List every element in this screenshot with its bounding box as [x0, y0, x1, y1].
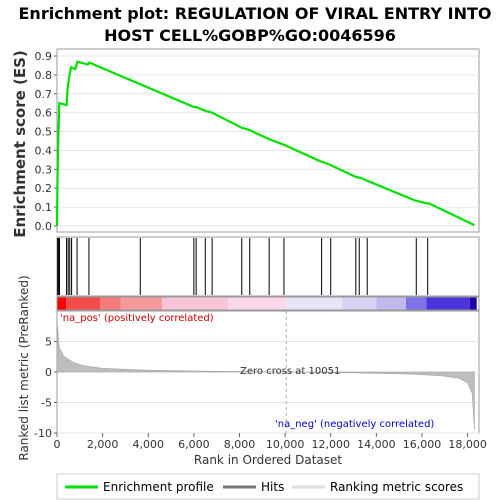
x-tick-label: 0: [54, 438, 61, 451]
color-bar-segment: [469, 297, 477, 310]
metric-tick-label: -10: [34, 427, 52, 440]
color-bar-frame: [56, 296, 480, 311]
color-bar-segment: [161, 297, 229, 310]
es-tick-label: 0.6: [35, 107, 53, 120]
es-tick-label: 0.7: [35, 88, 53, 101]
es-tick-label: 0.2: [35, 182, 53, 195]
color-bar-segment: [426, 297, 470, 310]
x-tick-label: 6,000: [178, 438, 210, 451]
es-y-axis-label: Enrichment score (ES): [11, 50, 29, 238]
metric-tick-label: 5: [45, 336, 52, 349]
rank-color-bar: [56, 296, 480, 311]
chart-title-line2: HOST CELL%GOBP%GO:0046596: [104, 26, 396, 45]
x-tick-label: 8,000: [224, 438, 256, 451]
hits-marks: [57, 238, 429, 295]
metric-y-ticks: 5 0 -5 -10: [34, 336, 57, 440]
es-tick-label: 0.8: [35, 69, 53, 82]
es-gridlines: [57, 55, 479, 227]
x-tick-label: 2,000: [87, 438, 119, 451]
chart-title-line1: Enrichment plot: REGULATION OF VIRAL ENT…: [19, 4, 492, 23]
legend-item-enrichment: Enrichment profile: [103, 480, 214, 494]
legend-item-metric: Ranking metric scores: [330, 480, 463, 494]
x-tick-label: 14,000: [357, 438, 396, 451]
color-bar-segment: [342, 297, 377, 310]
color-bar-segment: [100, 297, 121, 310]
color-bar-segment: [228, 297, 287, 310]
metric-tick-label: 0: [45, 366, 52, 379]
color-bar-segment: [120, 297, 162, 310]
es-tick-label: 0.4: [35, 144, 53, 157]
metric-y-axis-label: Ranked list metric (PreRanked): [17, 275, 31, 460]
color-bar-segment: [57, 297, 67, 310]
x-tick-label: 16,000: [403, 438, 442, 451]
legend-item-hits: Hits: [261, 480, 284, 494]
legend-box: [56, 473, 480, 500]
es-tick-label: 0.0: [35, 220, 53, 233]
x-ticks: 0 2,000 4,000 6,000 8,000 10,000 12,000 14,000 1…: [54, 433, 487, 451]
na-pos-label: 'na_pos' (positively correlated): [60, 313, 214, 324]
es-tick-label: 0.5: [35, 126, 53, 139]
es-y-ticks: 0.0 0.1 0.2 0.3 0.4 0.5 0.6 0.7 0.8 0.9: [35, 50, 57, 233]
hits-panel: [56, 236, 480, 297]
x-tick-label: 4,000: [132, 438, 164, 451]
color-bar-segment: [66, 297, 101, 310]
es-tick-label: 0.3: [35, 163, 53, 176]
enrichment-profile-line: [55, 60, 475, 227]
x-tick-label: 10,000: [266, 438, 305, 451]
x-tick-label: 12,000: [311, 438, 350, 451]
es-tick-label: 0.1: [35, 201, 53, 214]
color-bar-segment: [286, 297, 343, 310]
metric-tick-label: -5: [41, 397, 52, 410]
na-neg-label: 'na_neg' (negatively correlated): [275, 419, 434, 430]
zero-cross-label: Zero cross at 10051: [240, 366, 340, 377]
es-tick-label: 0.9: [35, 50, 53, 63]
x-axis-label: Rank in Ordered Dataset: [194, 453, 342, 467]
color-bar-segment: [406, 297, 427, 310]
x-tick-label: 18,000: [448, 438, 487, 451]
color-bar-segment: [376, 297, 407, 310]
